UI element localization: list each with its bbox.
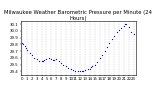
Point <box>51 59 54 61</box>
Point <box>55 59 57 60</box>
Point <box>94 64 96 65</box>
Point <box>79 71 82 72</box>
Point <box>26 49 28 51</box>
Point <box>103 51 106 52</box>
Point <box>101 54 103 55</box>
Point <box>50 59 53 60</box>
Point <box>28 52 31 53</box>
Point <box>96 61 99 63</box>
Point <box>125 23 128 24</box>
Title: Milwaukee Weather Barometric Pressure per Minute (24 Hours): Milwaukee Weather Barometric Pressure pe… <box>4 10 152 21</box>
Point <box>43 59 45 61</box>
Point <box>67 67 69 69</box>
Point <box>69 69 72 70</box>
Point <box>86 69 89 70</box>
Point <box>130 32 132 33</box>
Point <box>91 65 94 67</box>
Point <box>21 42 24 44</box>
Point <box>89 68 91 69</box>
Point <box>98 57 101 59</box>
Point <box>123 25 125 26</box>
Point <box>90 67 92 68</box>
Point <box>25 47 27 49</box>
Point <box>113 35 116 36</box>
Point <box>64 65 67 67</box>
Point <box>40 61 43 62</box>
Point <box>106 46 108 48</box>
Point <box>42 61 44 62</box>
Point <box>120 27 123 28</box>
Point <box>128 26 130 28</box>
Point <box>80 70 83 72</box>
Point <box>84 69 86 71</box>
Point <box>33 57 36 59</box>
Point <box>48 57 50 59</box>
Point <box>45 59 48 60</box>
Point <box>74 70 77 72</box>
Point <box>132 34 135 35</box>
Point <box>118 29 120 30</box>
Point <box>115 32 118 33</box>
Point <box>52 59 55 61</box>
Point <box>72 69 74 71</box>
Point <box>31 54 33 55</box>
Point <box>108 42 111 44</box>
Point <box>60 62 62 63</box>
Point <box>22 44 25 45</box>
Point <box>36 59 38 60</box>
Point <box>62 64 65 65</box>
Point <box>57 61 60 62</box>
Point <box>111 38 113 40</box>
Point <box>81 70 84 72</box>
Point <box>124 24 126 25</box>
Point <box>38 60 40 61</box>
Point <box>77 71 79 72</box>
Point <box>23 45 26 47</box>
